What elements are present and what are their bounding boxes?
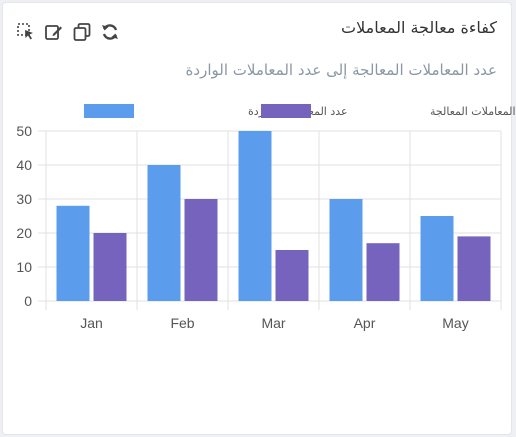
bar-jan-series-1[interactable] (56, 205, 90, 301)
chart-toolbar (15, 21, 121, 43)
bar-jan-series-2[interactable] (93, 233, 127, 301)
refresh-icon[interactable] (99, 21, 121, 43)
copy-icon[interactable] (71, 21, 93, 43)
x-tick-label: Feb (170, 315, 194, 331)
x-tick-label: Jan (80, 315, 103, 331)
x-tick-label: Mar (261, 315, 285, 331)
y-tick-label: 30 (16, 191, 32, 207)
bar-may-series-1[interactable] (420, 216, 454, 301)
y-tick-label: 0 (24, 293, 32, 309)
x-tick-label: May (442, 315, 468, 331)
legend-label-2[interactable]: عدد المعاملات المعالجة (430, 105, 516, 118)
select-cursor-icon[interactable] (15, 21, 37, 43)
y-tick-label: 40 (16, 157, 32, 173)
bar-feb-series-1[interactable] (147, 165, 181, 301)
y-tick-label: 50 (16, 123, 32, 139)
bar-apr-series-1[interactable] (329, 199, 363, 301)
bar-may-series-2[interactable] (457, 236, 491, 301)
chart-subtitle: عدد المعاملات المعالجة إلى عدد المعاملات… (185, 61, 497, 79)
edit-icon[interactable] (43, 21, 65, 43)
bar-feb-series-2[interactable] (184, 199, 218, 301)
bar-mar-series-1[interactable] (238, 131, 272, 301)
legend-swatch-1[interactable] (84, 104, 134, 118)
y-tick-label: 20 (16, 225, 32, 241)
bar-mar-series-2[interactable] (275, 250, 309, 301)
bar-apr-series-2[interactable] (366, 243, 400, 301)
x-tick-label: Apr (354, 315, 376, 331)
y-tick-label: 10 (16, 259, 32, 275)
chart-title: كفاءة معالجة المعاملات (341, 18, 497, 37)
legend-swatch-2[interactable] (261, 104, 311, 118)
